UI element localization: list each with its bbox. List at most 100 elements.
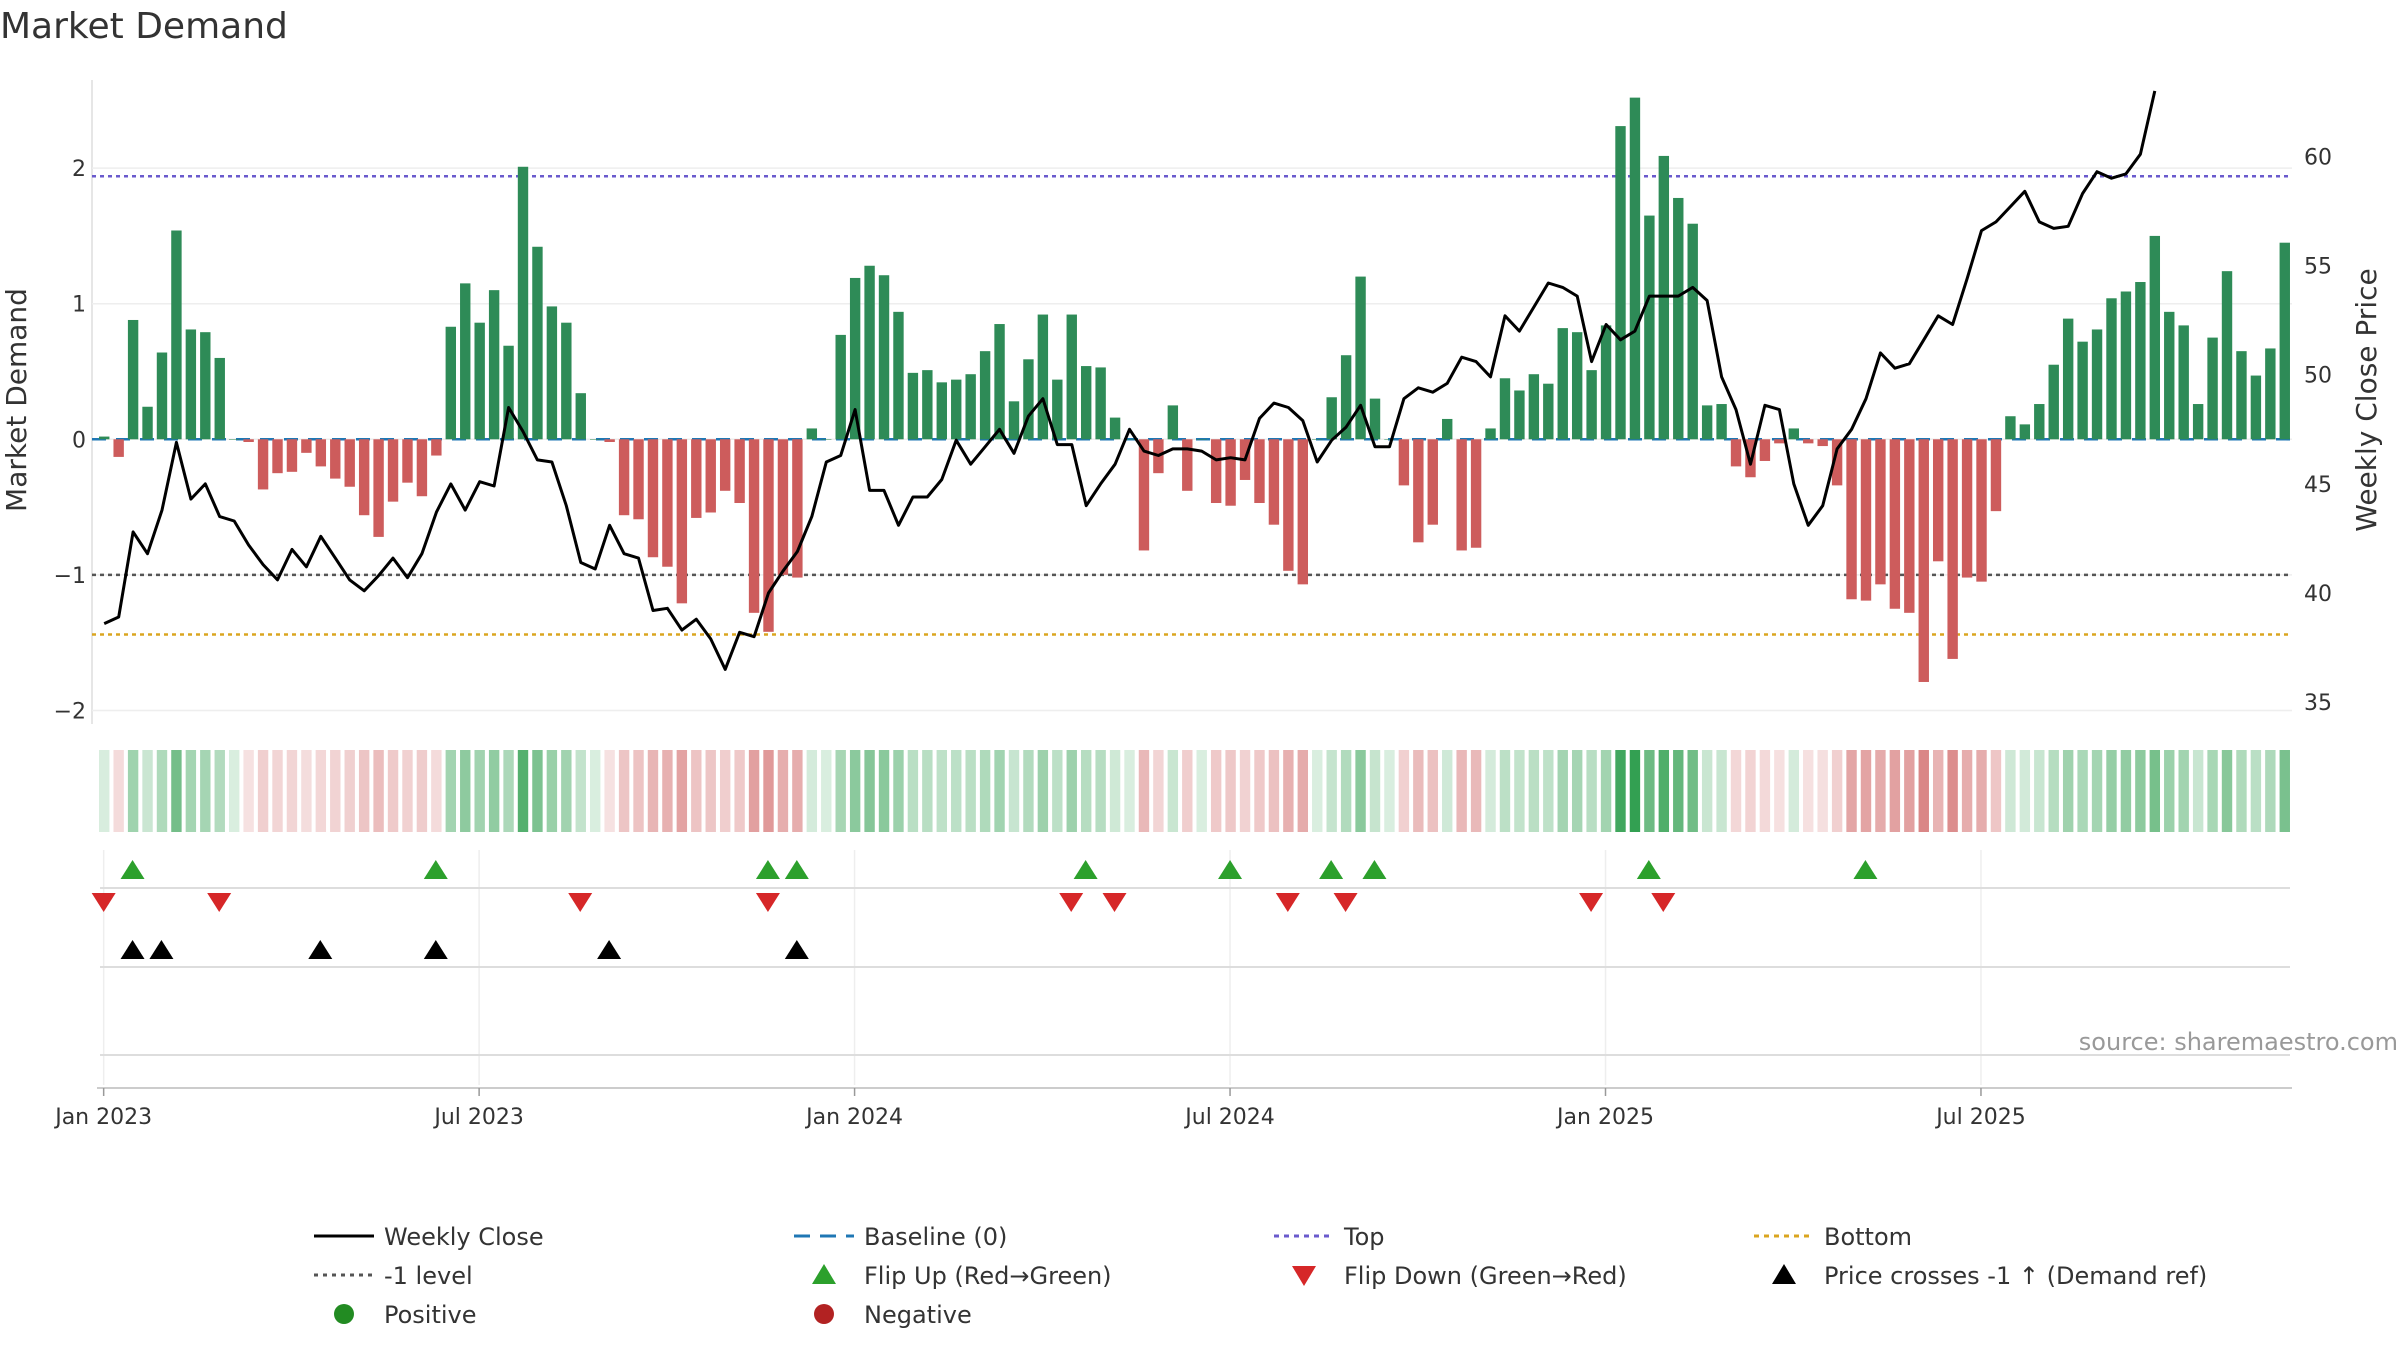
demand-bar [1687, 223, 1698, 440]
demand-bar [994, 324, 1005, 440]
demand-bar [1629, 97, 1641, 440]
demand-bar [2279, 242, 2290, 440]
demand-bar [2178, 325, 2189, 440]
heat-cell [200, 750, 211, 832]
demand-bar [1788, 428, 1799, 440]
y2-tick-label: 45 [2304, 473, 2332, 498]
heat-cell [1023, 750, 1034, 832]
price-cross-marker [120, 940, 145, 959]
heat-cell [1052, 750, 1063, 832]
heat-cell [2192, 750, 2204, 832]
y-tick-label: 0 [72, 428, 86, 453]
heat-cell [2236, 750, 2247, 832]
demand-bar [1254, 439, 1265, 504]
heat-cell [1701, 750, 1713, 832]
demand-bar [1427, 439, 1438, 525]
x-tick-label: Jan 2025 [1555, 1105, 1654, 1130]
heat-cell [806, 750, 818, 832]
heat-cell [821, 750, 832, 832]
heat-cell [503, 750, 514, 832]
heat-cell [1485, 750, 1496, 832]
heat-cell [1658, 750, 1670, 832]
heat-cell [922, 750, 933, 832]
demand-bar [445, 326, 456, 440]
heat-cell [2019, 750, 2031, 832]
heat-cell [633, 750, 644, 832]
flip-up-marker [423, 860, 448, 879]
heat-cell [1153, 750, 1164, 832]
heat-cell [994, 750, 1005, 832]
flip-down-marker [1333, 893, 1358, 912]
demand-bar [503, 345, 514, 440]
heat-cell [1557, 750, 1568, 832]
demand-bar [1543, 383, 1554, 440]
legend: Weekly Close -1 level Positive Baseline … [314, 1223, 2207, 1329]
demand-bar [2207, 337, 2218, 440]
heat-cell [734, 750, 745, 832]
demand-bar [257, 439, 269, 490]
heat-cell [1427, 750, 1438, 832]
demand-bar [792, 439, 803, 578]
demand-bar [705, 439, 716, 513]
heat-cell [474, 750, 485, 832]
legend-top-label: Top [1343, 1223, 1385, 1251]
heat-cell [445, 750, 456, 832]
heat-cell [618, 750, 630, 832]
demand-bar [1831, 439, 1843, 486]
heat-cell [979, 750, 991, 832]
demand-bar [1138, 439, 1150, 551]
legend-negative-swatch [814, 1304, 834, 1324]
flip-down-marker [1579, 893, 1604, 912]
demand-bar [214, 357, 225, 440]
flip-up-marker [1362, 860, 1387, 879]
heat-cell [2091, 750, 2103, 832]
demand-bar [1889, 439, 1901, 609]
demand-bar [849, 277, 861, 440]
demand-bar [965, 374, 976, 440]
heat-cell [1239, 750, 1251, 832]
demand-bar [488, 290, 500, 440]
heat-cell [1673, 750, 1684, 832]
demand-bar [2048, 364, 2059, 440]
heat-cell [460, 750, 471, 832]
heat-cell [1745, 750, 1756, 832]
demand-bar [1716, 404, 1727, 440]
flip-down-marker [1102, 893, 1127, 912]
demand-bar [1008, 401, 1020, 440]
heat-cell [2164, 750, 2175, 832]
demand-bar [243, 439, 254, 442]
heat-cell [1961, 750, 1973, 832]
heat-cell [1499, 750, 1511, 832]
flip-down-marker [1651, 893, 1676, 912]
demand-bar [1268, 439, 1280, 525]
demand-bar [200, 332, 211, 440]
legend-bottom-label: Bottom [1824, 1223, 1912, 1251]
y2-tick-label: 60 [2304, 145, 2332, 170]
demand-bar [936, 382, 947, 440]
demand-bar [1297, 439, 1309, 585]
heat-cell [1586, 750, 1597, 832]
heat-cell [2221, 750, 2233, 832]
flip-down-marker [755, 893, 780, 912]
heat-cell [1254, 750, 1265, 832]
demand-bar [272, 439, 283, 474]
heat-cell [1904, 750, 1915, 832]
heat-cell [286, 750, 298, 832]
heat-cell [1312, 750, 1323, 832]
heat-cell [546, 750, 558, 832]
heat-cell [1528, 750, 1540, 832]
y2-tick-label: 35 [2304, 691, 2332, 716]
x-tick-label: Jul 2024 [1183, 1105, 1275, 1130]
heat-cell [1384, 750, 1395, 832]
heat-cell [532, 750, 543, 832]
demand-bar [127, 319, 139, 440]
demand-heat-strip [99, 750, 2290, 832]
demand-bar [1990, 439, 2002, 512]
flip-up-marker [1319, 860, 1344, 879]
demand-bar [1644, 215, 1655, 440]
demand-bar [142, 406, 153, 440]
demand-bar [691, 439, 702, 518]
heat-cell [1629, 750, 1641, 832]
heat-cell [1456, 750, 1467, 832]
price-cross-marker [597, 940, 622, 959]
